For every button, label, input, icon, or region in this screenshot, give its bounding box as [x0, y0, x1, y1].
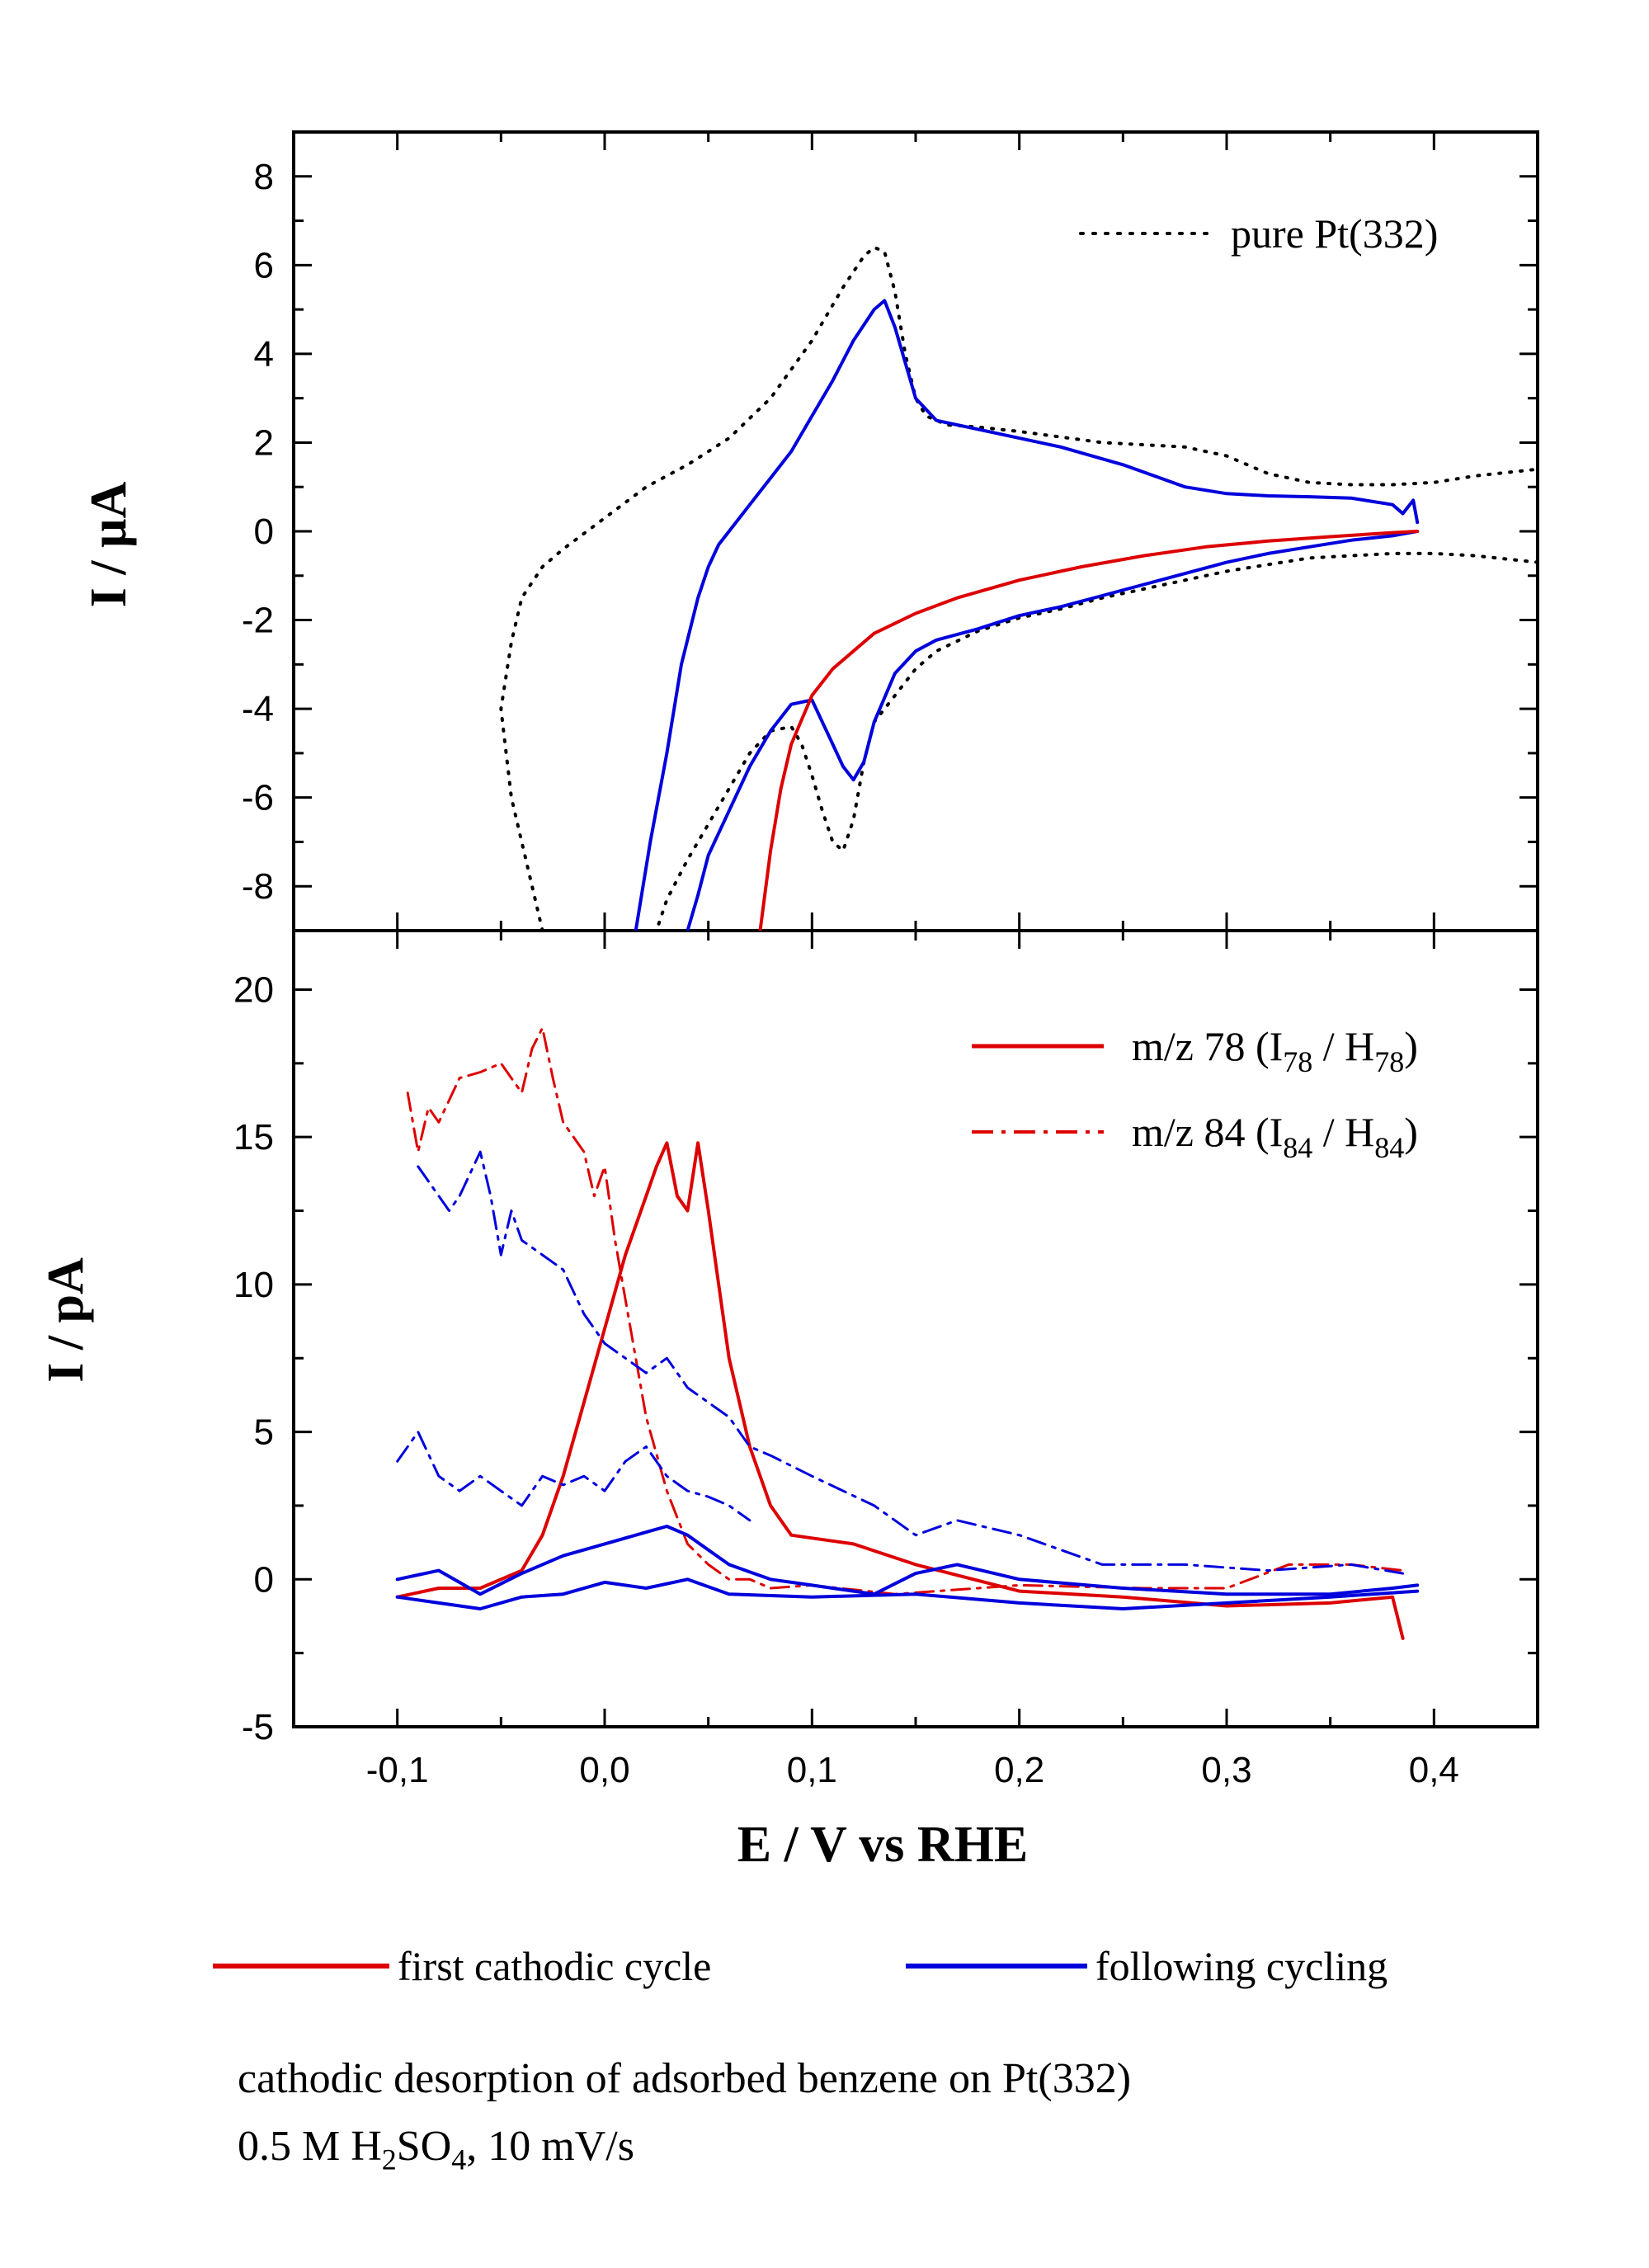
top-ytick-label: 4: [254, 334, 274, 375]
legend-pure-pt-label: pure Pt(332): [1231, 210, 1438, 257]
legend-mz78-label: m/z 78 (I78 / H78): [1132, 1023, 1418, 1078]
legend-mz84-label: m/z 84 (I84 / H84): [1132, 1109, 1418, 1164]
legend-mz84-sub1: 84: [1283, 1131, 1312, 1164]
top-ytick-label: 0: [254, 512, 274, 552]
x-axis-title: E / V vs RHE: [737, 1817, 1029, 1873]
legend-mz84-mid: / H: [1312, 1109, 1374, 1155]
top-ytick-label: -4: [242, 689, 274, 729]
top-panel-series: [499, 245, 1538, 931]
caption-sub-2: 2: [381, 2143, 397, 2176]
xtick-label: -0,1: [366, 1750, 429, 1790]
bottom-series-3: [396, 1431, 751, 1522]
bottom-series-0: [395, 1141, 1405, 1640]
bottom-ytick-label: 10: [233, 1265, 274, 1305]
legend-mz78-mid: / H: [1312, 1023, 1374, 1069]
caption-line-2: 0.5 M H2SO4, 10 mV/s: [238, 2122, 634, 2176]
legend-mz78-sub1: 78: [1283, 1045, 1312, 1078]
xtick-label: 0,2: [994, 1750, 1044, 1790]
legend-first-cycle-label: first cathodic cycle: [398, 1943, 711, 1989]
bottom-series-4: [395, 1525, 1420, 1596]
legend-mz84-sub2: 84: [1374, 1131, 1404, 1164]
top-series-1: [654, 551, 1538, 931]
bottom-ytick-label: 15: [233, 1117, 274, 1158]
xtick-label: 0,1: [787, 1750, 837, 1790]
bottom-ytick-label: 0: [254, 1559, 274, 1600]
top-ytick-label: 6: [254, 245, 274, 285]
top-y-axis-title: I / µA: [81, 481, 137, 607]
caption-line-1: cathodic desorption of adsorbed benzene …: [238, 2055, 1132, 2102]
caption-sub-4: 4: [451, 2143, 467, 2176]
top-series-2: [634, 299, 1420, 931]
tick-marks: [292, 132, 1539, 1728]
top-ytick-label: -6: [242, 778, 274, 818]
caption-conc: 0.5 M H: [238, 2123, 382, 2170]
top-ytick-label: -8: [242, 866, 274, 907]
bottom-series-5: [395, 1577, 1420, 1610]
caption-rate: , 10 mV/s: [466, 2123, 634, 2170]
top-ytick-label: -2: [242, 601, 274, 641]
legend-mz78-end: ): [1404, 1023, 1418, 1069]
bottom-ytick-label: 5: [254, 1412, 274, 1453]
caption-so: SO: [396, 2123, 452, 2170]
top-series-0: [499, 245, 1538, 931]
legend-following-cycling-label: following cycling: [1095, 1943, 1388, 1989]
legend-mz78-sub2: 78: [1374, 1045, 1404, 1078]
top-series-3: [686, 530, 1420, 931]
bottom-ytick-label: 20: [233, 969, 274, 1010]
legend-mz78-main: m/z 78 (I: [1132, 1023, 1283, 1069]
top-series-4: [758, 530, 1420, 931]
top-ytick-label: 2: [254, 422, 274, 463]
legend-mz84-end: ): [1404, 1109, 1418, 1155]
bottom-panel-series: [395, 1026, 1420, 1640]
bottom-ytick-label: -5: [242, 1707, 274, 1747]
bottom-series-2: [417, 1150, 1405, 1575]
xtick-label: 0,4: [1409, 1750, 1459, 1790]
xtick-label: 0,0: [579, 1750, 629, 1790]
bottom-y-axis-title: I / pA: [38, 1257, 94, 1383]
xtick-label: 0,3: [1201, 1750, 1251, 1790]
top-ytick-label: 8: [254, 157, 274, 197]
legend-mz84-main: m/z 84 (I: [1132, 1109, 1283, 1155]
bottom-series-1: [406, 1026, 1405, 1596]
